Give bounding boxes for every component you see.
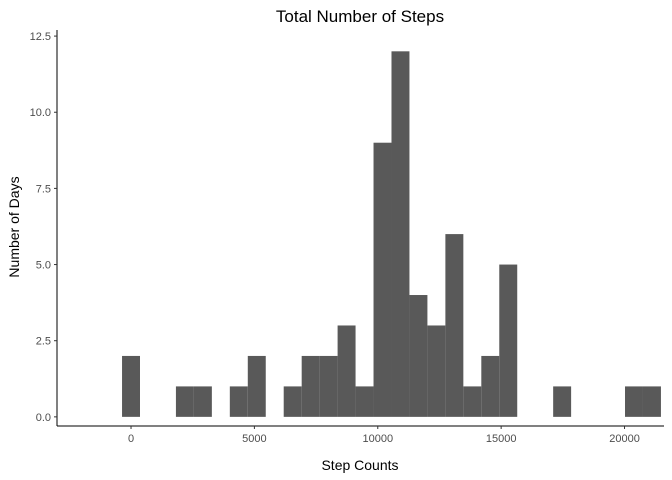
x-tick-label: 10000 [362, 433, 393, 445]
axes-layer: 0.0 2.5 5.0 7.5 10.0 12.5 0 5000 10000 15000 20000 [30, 30, 664, 445]
histogram-bar [481, 355, 500, 417]
x-tick-label: 20000 [609, 433, 640, 445]
histogram-bar [301, 355, 320, 417]
x-tick-label: 5000 [242, 433, 266, 445]
histogram-bar [445, 234, 464, 417]
histogram-bar [427, 325, 446, 417]
histogram-bar [642, 386, 661, 417]
bars-layer [122, 51, 661, 417]
chart-title: Total Number of Steps [276, 7, 444, 26]
y-tick-label: 10.0 [30, 107, 51, 119]
y-axis-title: Number of Days [6, 176, 22, 277]
y-tick-label: 12.5 [30, 31, 51, 43]
x-tick-label: 15000 [486, 433, 517, 445]
histogram-bar [499, 264, 518, 417]
y-tick-label: 2.5 [36, 336, 51, 348]
y-tick-label: 0.0 [36, 412, 51, 424]
x-tick-label: 0 [128, 433, 134, 445]
y-tick-label: 7.5 [36, 183, 51, 195]
histogram-bar [229, 386, 248, 417]
x-axis-title: Step Counts [321, 457, 398, 473]
histogram-bar [175, 386, 194, 417]
histogram-bar [373, 142, 392, 417]
histogram-bar [283, 386, 302, 417]
histogram-bar [337, 325, 356, 417]
histogram-bar [193, 386, 212, 417]
histogram-bar [625, 386, 643, 417]
histogram-bar [247, 355, 266, 417]
histogram-bar [409, 295, 428, 417]
histogram-bar [463, 386, 482, 417]
histogram-bar [319, 355, 338, 417]
histogram-bar [122, 355, 140, 417]
histogram-bar [553, 386, 572, 417]
y-tick-label: 5.0 [36, 260, 51, 272]
histogram-bar [355, 386, 374, 417]
histogram-bar [391, 51, 410, 417]
